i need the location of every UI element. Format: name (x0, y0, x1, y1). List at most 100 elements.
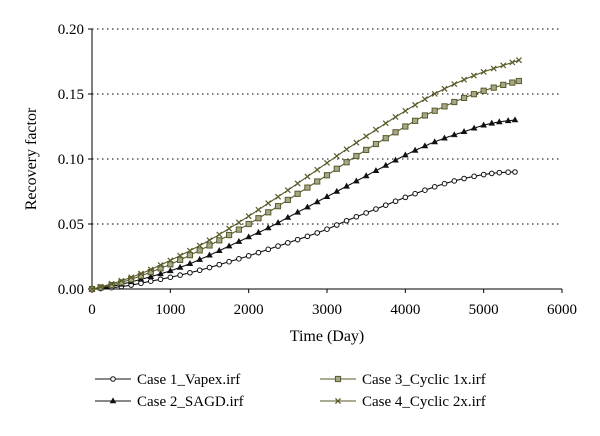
data-point (206, 237, 213, 244)
data-point (431, 90, 438, 97)
data-point (167, 267, 174, 274)
data-point (226, 225, 233, 232)
data-point (343, 217, 350, 224)
data-point (284, 187, 291, 194)
data-point (421, 142, 429, 149)
y-tick-label: 0.20 (58, 22, 84, 38)
series-3 (88, 77, 523, 293)
data-point (500, 81, 507, 89)
data-point (488, 170, 495, 177)
data-point (353, 139, 360, 146)
data-point (412, 190, 418, 197)
data-point (363, 133, 370, 140)
data-point (255, 206, 262, 213)
data-point (343, 146, 350, 153)
data-point (245, 220, 252, 228)
data-point (304, 173, 311, 180)
data-point (412, 117, 419, 124)
series-2 (88, 116, 519, 292)
legend-label: Case 4_Cyclic 2x.irf (362, 394, 486, 410)
data-point (157, 262, 164, 269)
data-point (363, 146, 370, 154)
data-point (235, 226, 242, 233)
y-tick-label: 0.00 (58, 282, 84, 298)
y-tick-label: 0.10 (58, 152, 84, 168)
data-point (441, 134, 448, 141)
data-point (451, 81, 458, 88)
data-point (323, 159, 331, 166)
data-point (372, 140, 380, 148)
data-point (275, 193, 282, 200)
series-layer (88, 57, 523, 293)
series-markers (88, 57, 522, 293)
data-point (382, 202, 389, 208)
data-point (216, 237, 223, 244)
data-point (505, 169, 511, 176)
data-point (285, 240, 291, 246)
data-point (108, 280, 115, 287)
data-point (402, 194, 409, 201)
data-point (265, 209, 272, 216)
series-4 (88, 57, 522, 293)
data-point (196, 255, 204, 262)
y-axis-title: Recovery factor (23, 107, 40, 210)
data-point (333, 187, 341, 194)
data-point (324, 226, 330, 232)
data-point (206, 251, 213, 258)
data-point (216, 231, 223, 238)
data-point (363, 210, 369, 216)
series-markers (88, 116, 519, 292)
data-point (343, 182, 350, 189)
data-point (255, 215, 262, 222)
legend-marker (334, 397, 342, 405)
data-point (235, 237, 243, 244)
data-point (323, 172, 331, 179)
data-point (362, 172, 370, 179)
series-line (91, 119, 516, 290)
data-point (392, 198, 399, 205)
x-tick-label: 1000 (155, 302, 185, 318)
data-point (422, 187, 428, 193)
data-point (265, 200, 272, 207)
data-point (451, 98, 458, 106)
data-point (206, 264, 213, 271)
legend-item: Case 4_Cyclic 2x.irf (320, 394, 486, 410)
data-point (441, 103, 448, 110)
data-point (373, 206, 379, 212)
data-point (97, 283, 104, 290)
data-point (118, 279, 125, 286)
data-point (470, 124, 478, 131)
data-point (431, 184, 438, 190)
data-point (264, 224, 272, 231)
data-point (515, 57, 522, 64)
data-point (137, 270, 144, 277)
data-point (255, 249, 262, 256)
data-point (504, 117, 512, 124)
data-point (304, 184, 311, 191)
data-point (488, 119, 496, 126)
x-tick-label: 4000 (390, 302, 420, 318)
y-tick-label: 0.05 (58, 217, 84, 233)
data-point (382, 135, 389, 142)
data-point (512, 169, 518, 175)
data-point (490, 65, 497, 72)
data-point (470, 91, 477, 98)
data-point (314, 166, 321, 173)
data-point (480, 87, 487, 94)
data-point (402, 123, 409, 130)
legend-marker (334, 375, 342, 383)
x-tick-label: 3000 (312, 302, 342, 318)
data-point (392, 156, 399, 163)
data-point (496, 118, 503, 125)
data-point (490, 84, 497, 91)
data-point (225, 231, 233, 239)
data-point (353, 152, 360, 160)
data-point (421, 96, 428, 103)
data-point (196, 242, 203, 249)
data-point (372, 126, 379, 133)
legend-item: Case 1_Vapex.irf (95, 372, 240, 388)
data-point (226, 258, 232, 265)
data-point (461, 175, 467, 182)
data-point (177, 272, 183, 278)
